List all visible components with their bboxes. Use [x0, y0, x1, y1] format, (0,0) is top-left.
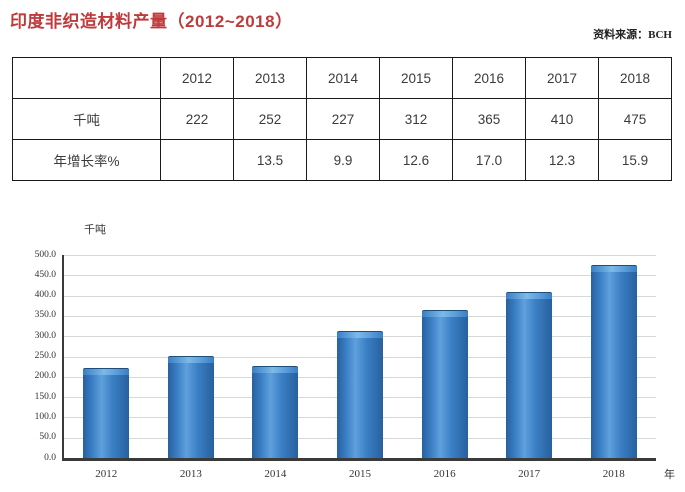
x-axis-tick-label: 2013 [179, 468, 202, 480]
y-axis-tick-label: 500.0 [34, 249, 56, 260]
table-row: 千吨 222 252 227 312 365 410 475 [12, 98, 672, 140]
table-cell: 13.5 [233, 139, 307, 181]
x-axis-tick-label: 2015 [348, 468, 371, 480]
bar-top-bevel [252, 366, 299, 373]
table-cell: 15.9 [598, 139, 672, 181]
bar-2014 [252, 365, 299, 458]
source-note: 资料来源：BCH [593, 29, 672, 41]
table-cell: 227 [306, 98, 380, 140]
x-axis-tick-label: 2016 [433, 468, 456, 480]
table-header-cell: 2016 [452, 57, 526, 99]
y-axis-tick-label: 100.0 [34, 411, 56, 422]
y-axis-tick-label: 50.0 [39, 432, 56, 443]
x-axis-tick-label: 2017 [518, 468, 541, 480]
x-axis-tick-label: 2018 [602, 468, 625, 480]
table-cell: 312 [379, 98, 453, 140]
table-cell [160, 139, 234, 181]
row-label: 千吨 [12, 98, 161, 140]
table-header-cell: 2012 [160, 57, 234, 99]
table-header-cell: 2014 [306, 57, 380, 99]
table-header-cell: 2017 [525, 57, 599, 99]
gridline [64, 295, 656, 297]
table-cell: 365 [452, 98, 526, 140]
table-cell: 222 [160, 98, 234, 140]
gridline [64, 275, 656, 277]
table-cell: 12.3 [525, 139, 599, 181]
gridline [64, 255, 656, 256]
x-axis-tick-label: 2012 [95, 468, 118, 480]
row-label: 年增长率% [12, 139, 161, 181]
table-header-cell [12, 57, 161, 99]
bar-2015 [337, 331, 383, 458]
bar-top-bevel [337, 332, 383, 339]
x-axis-title: 年 [664, 469, 675, 481]
bar-2013 [167, 355, 214, 458]
bar-2012 [83, 367, 130, 458]
page-title: 印度非织造材料产量（2012~2018） [10, 12, 293, 31]
y-axis-tick-label: 300.0 [34, 330, 56, 341]
y-axis-tick-label: 400.0 [34, 290, 56, 301]
table-cell: 17.0 [452, 139, 526, 181]
y-axis-tick-label: 200.0 [34, 371, 56, 382]
data-table: 2012 2013 2014 2015 2016 2017 2018 千吨 22… [12, 57, 672, 181]
bar-top-bevel [83, 368, 130, 375]
table-header-row: 2012 2013 2014 2015 2016 2017 2018 [12, 57, 672, 99]
bar-top-bevel [506, 292, 553, 299]
y-axis-tick-label: 150.0 [34, 391, 56, 402]
table-cell: 475 [598, 98, 672, 140]
plot-area: 0.0 50.0 100.0 150.0 200.0 250.0 300.0 350.0 400… [35, 250, 656, 480]
bar-top-bevel [167, 356, 214, 363]
y-axis-title: 千吨 [84, 224, 106, 236]
y-axis-tick-label: 0.0 [44, 452, 56, 463]
bar-top-bevel [590, 266, 637, 273]
bar-chart: 千吨 0.0 50.0 100.0 150.0 200.0 250.0 300.0 350.0… [0, 215, 685, 492]
table-header-cell: 2018 [598, 57, 672, 99]
bar-top-bevel [421, 310, 468, 317]
x-axis-tick-label: 2014 [264, 468, 287, 480]
y-axis-tick-label: 350.0 [34, 310, 56, 321]
table-cell: 410 [525, 98, 599, 140]
table-row: 年增长率% 13.5 9.9 12.6 17.0 12.3 15.9 [12, 139, 672, 181]
bar-2016 [421, 309, 468, 458]
gridline [64, 315, 656, 317]
table-cell: 12.6 [379, 139, 453, 181]
table-cell: 9.9 [306, 139, 380, 181]
y-axis-tick-label: 450.0 [34, 269, 56, 280]
bar-2018 [590, 265, 637, 458]
bar-2017 [506, 291, 553, 458]
y-axis-tick-label: 250.0 [34, 351, 56, 361]
table-header-cell: 2013 [233, 57, 307, 99]
table-cell: 252 [233, 98, 307, 140]
table-header-cell: 2015 [379, 57, 453, 99]
